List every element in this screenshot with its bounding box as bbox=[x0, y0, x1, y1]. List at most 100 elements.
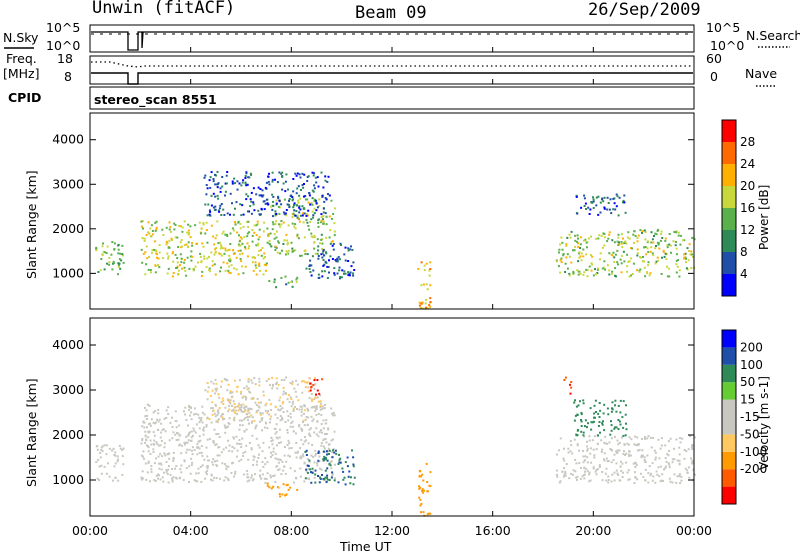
power-cell bbox=[331, 244, 334, 247]
power-cell bbox=[626, 253, 629, 256]
velocity-cell bbox=[207, 465, 209, 468]
velocity-cell bbox=[193, 479, 196, 482]
power-cell bbox=[341, 269, 344, 272]
power-cell bbox=[617, 236, 620, 239]
velocity-cell bbox=[616, 451, 619, 454]
power-cell bbox=[226, 262, 229, 265]
power-cell bbox=[316, 238, 319, 241]
power-cell bbox=[614, 208, 617, 211]
power-cell bbox=[219, 204, 222, 207]
velocity-cell bbox=[277, 408, 280, 411]
power-cell bbox=[108, 263, 111, 266]
velocity-cell bbox=[237, 404, 240, 407]
velocity-cell bbox=[233, 419, 236, 422]
velocity-cell bbox=[594, 416, 596, 419]
velocity-cell bbox=[319, 406, 322, 409]
velocity-cell bbox=[185, 435, 188, 438]
power-cell bbox=[323, 200, 326, 203]
power-cell bbox=[274, 210, 277, 213]
velocity-cell bbox=[313, 405, 316, 408]
power-cell bbox=[216, 194, 219, 197]
power-cell bbox=[343, 270, 346, 273]
velocity-cell bbox=[247, 422, 250, 425]
velocity-cell bbox=[571, 473, 574, 476]
velocity-cell bbox=[317, 475, 319, 477]
velocity-cell bbox=[199, 465, 202, 468]
power-cell bbox=[631, 247, 634, 250]
power-cell bbox=[293, 202, 296, 205]
power-cell bbox=[284, 180, 287, 183]
power-cell bbox=[209, 176, 212, 179]
power-cell bbox=[676, 265, 679, 268]
velocity-cell bbox=[190, 439, 193, 442]
velocity-cell bbox=[603, 458, 605, 461]
velocity-cell bbox=[228, 422, 231, 425]
velocity-cell bbox=[606, 442, 609, 445]
velocity-cell bbox=[692, 468, 695, 471]
power-cell bbox=[229, 192, 232, 195]
velocity-cell bbox=[679, 441, 682, 444]
power-cell bbox=[325, 215, 328, 218]
power-cell bbox=[306, 198, 309, 201]
velocity-cell bbox=[318, 431, 321, 434]
velocity-cell bbox=[283, 379, 286, 382]
velocity-cell bbox=[580, 430, 583, 433]
velocity-cell bbox=[264, 404, 267, 407]
power-ytick-label: 1000 bbox=[52, 265, 84, 280]
velocity-cell bbox=[320, 413, 323, 416]
power-cell bbox=[429, 284, 432, 287]
velocity-cell bbox=[603, 441, 606, 444]
power-cell bbox=[246, 242, 249, 245]
power-cell bbox=[203, 176, 206, 179]
power-cell bbox=[683, 239, 686, 242]
velocity-cell bbox=[218, 396, 221, 399]
power-cell bbox=[608, 231, 611, 234]
power-cell bbox=[252, 201, 255, 204]
power-cell bbox=[576, 269, 579, 272]
velocity-cell bbox=[293, 481, 296, 484]
power-cell bbox=[566, 267, 569, 270]
power-cell bbox=[285, 233, 288, 236]
power-cell bbox=[277, 241, 280, 244]
power-cell bbox=[252, 256, 255, 259]
velocity-cell bbox=[592, 466, 595, 469]
velocity-cell bbox=[325, 433, 328, 435]
velocity-cell bbox=[617, 443, 620, 446]
velocity-cell bbox=[625, 422, 627, 425]
power-cell bbox=[200, 275, 203, 277]
velocity-cell bbox=[198, 416, 201, 419]
velocity-cell bbox=[258, 384, 261, 387]
power-cell bbox=[181, 226, 184, 229]
velocity-cell bbox=[604, 435, 607, 438]
power-cell bbox=[311, 210, 314, 213]
velocity-cell bbox=[232, 400, 235, 403]
velocity-cell bbox=[250, 421, 253, 424]
velocity-cell bbox=[613, 479, 616, 482]
velocity-cell bbox=[584, 419, 587, 422]
power-cell bbox=[295, 174, 298, 177]
velocity-cell bbox=[564, 376, 567, 379]
velocity-cell bbox=[238, 419, 241, 422]
power-cell bbox=[187, 223, 190, 226]
velocity-cell bbox=[335, 452, 338, 455]
power-cell bbox=[583, 197, 586, 200]
velocity-cell bbox=[275, 423, 278, 426]
velocity-cell bbox=[669, 480, 672, 483]
power-cell bbox=[237, 243, 240, 246]
power-cell bbox=[207, 203, 210, 206]
velocity-cell bbox=[98, 479, 101, 481]
velocity-cell bbox=[691, 444, 694, 446]
velocity-cell bbox=[664, 444, 667, 447]
velocity-cell bbox=[344, 483, 347, 486]
power-cell bbox=[287, 242, 289, 245]
velocity-cell bbox=[264, 457, 267, 460]
power-cell bbox=[299, 254, 301, 257]
power-colorbar-swatch bbox=[722, 164, 736, 186]
power-cell bbox=[336, 260, 339, 263]
velocity-cell bbox=[150, 470, 153, 473]
velocity-cell bbox=[607, 479, 610, 481]
power-cell bbox=[177, 273, 179, 276]
velocity-cell bbox=[205, 425, 208, 428]
power-cell bbox=[140, 248, 143, 251]
